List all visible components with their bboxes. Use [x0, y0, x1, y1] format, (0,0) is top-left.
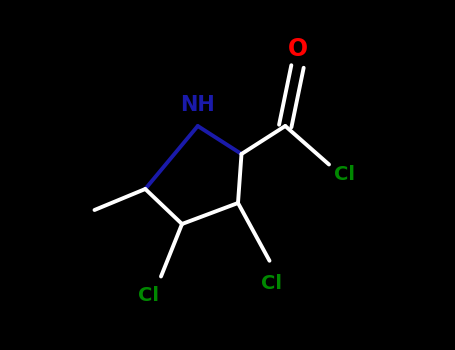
Text: Cl: Cl [138, 286, 159, 305]
Text: O: O [288, 37, 308, 61]
Text: NH: NH [180, 95, 215, 115]
Text: Cl: Cl [261, 274, 282, 293]
Text: Cl: Cl [334, 166, 355, 184]
